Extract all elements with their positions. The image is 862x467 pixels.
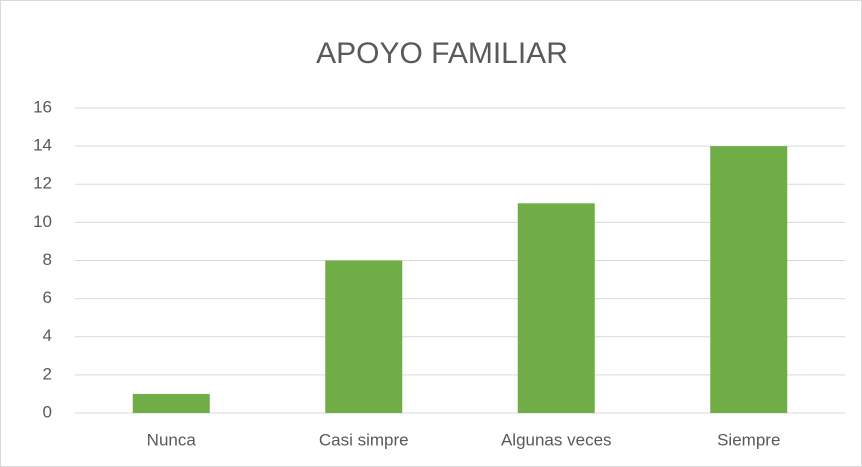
y-tick-label: 6: [43, 288, 52, 307]
x-tick-label: Nunca: [147, 430, 197, 449]
y-tick-label: 0: [43, 402, 52, 421]
y-tick-label: 16: [33, 97, 52, 116]
y-tick-label: 12: [33, 174, 52, 193]
bar: [517, 203, 595, 413]
y-tick-label: 14: [33, 136, 52, 155]
x-tick-label: Casi simpre: [319, 430, 409, 449]
bar: [132, 393, 210, 413]
x-tick-label: Algunas veces: [501, 430, 612, 449]
y-tick-label: 2: [43, 364, 52, 383]
y-tick-label: 4: [43, 326, 52, 345]
bar: [710, 146, 788, 413]
y-tick-label: 10: [33, 212, 52, 231]
chart-title: APOYO FAMILIAR: [316, 37, 568, 70]
x-tick-label: Siempre: [717, 430, 780, 449]
y-tick-label: 8: [43, 250, 52, 269]
bar: [325, 260, 403, 413]
